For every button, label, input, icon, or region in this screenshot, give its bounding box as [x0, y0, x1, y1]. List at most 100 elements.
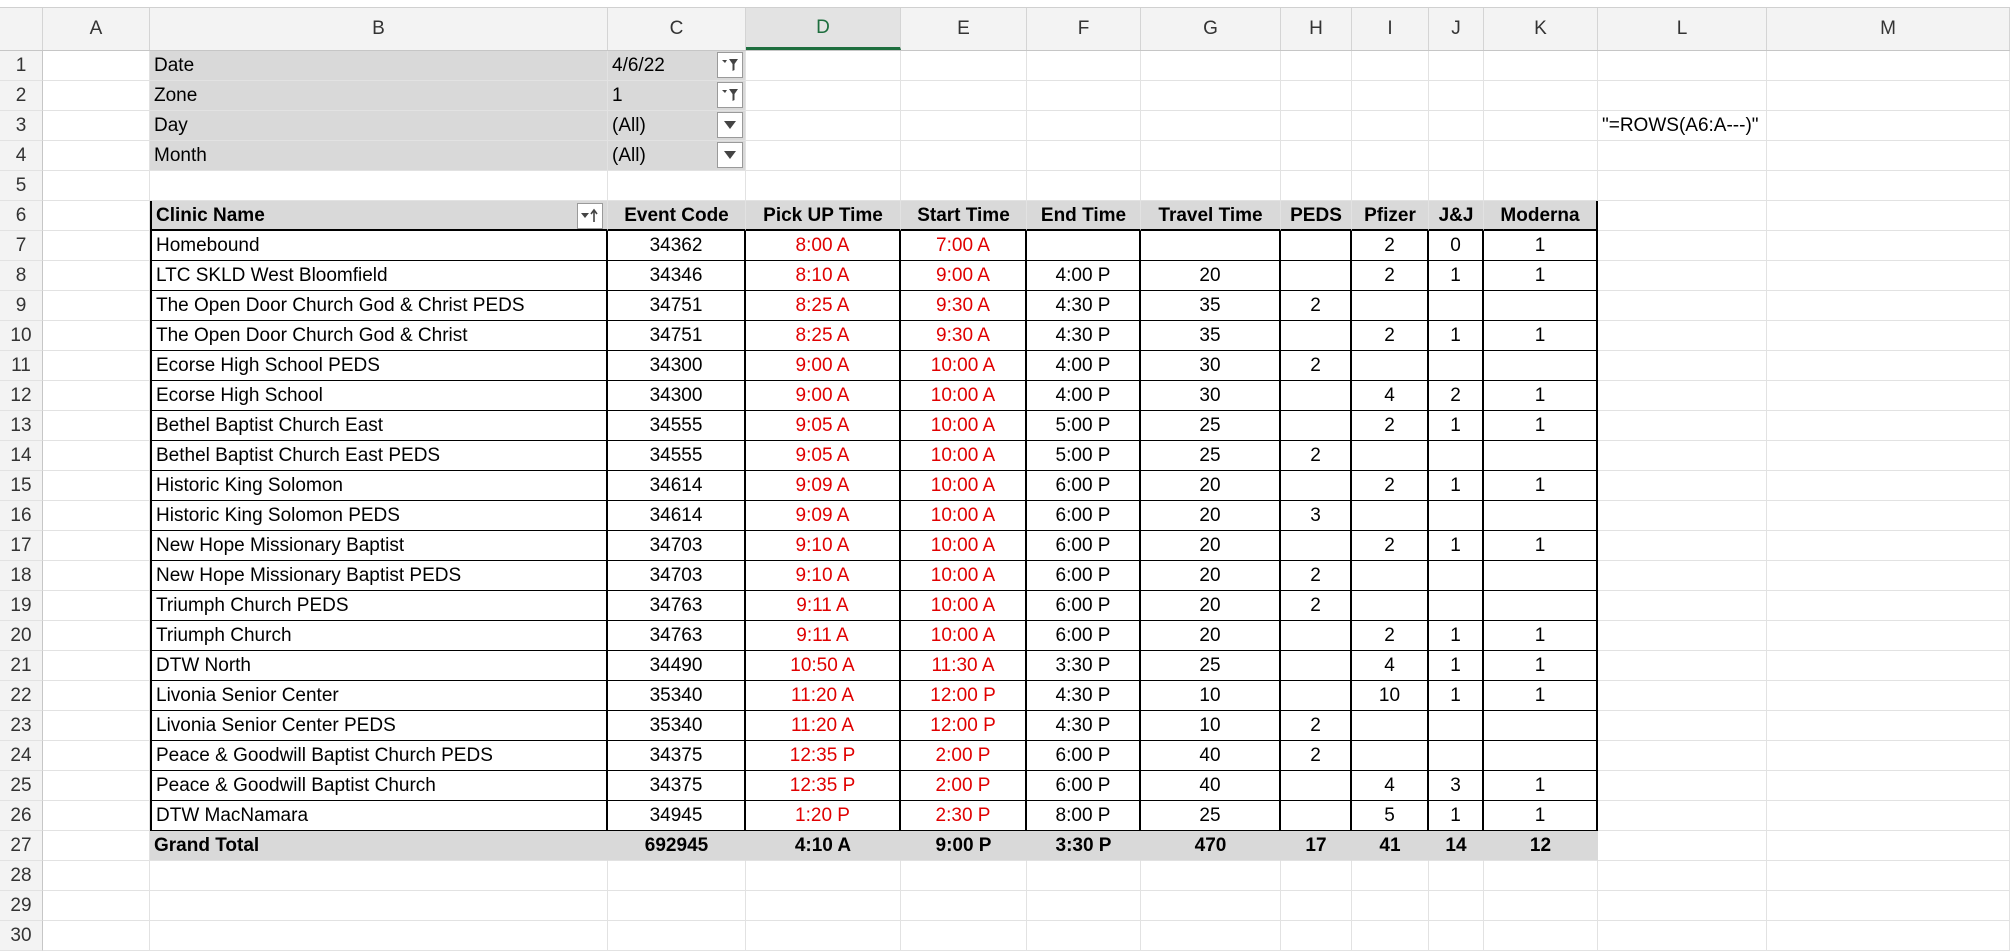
- cell-c27[interactable]: 692945: [608, 831, 746, 861]
- cell-b13[interactable]: Bethel Baptist Church East: [150, 411, 608, 441]
- cell-m16[interactable]: [1767, 501, 2010, 531]
- cell-d20[interactable]: 9:11 A: [746, 621, 901, 651]
- cell-f18[interactable]: 6:00 P: [1027, 561, 1141, 591]
- cell-b11[interactable]: Ecorse High School PEDS: [150, 351, 608, 381]
- cell-d11[interactable]: 9:00 A: [746, 351, 901, 381]
- column-header-c[interactable]: C: [608, 8, 746, 50]
- cell-h11[interactable]: 2: [1281, 351, 1352, 381]
- cell-d28[interactable]: [746, 861, 901, 891]
- cell-j21[interactable]: 1: [1429, 651, 1484, 681]
- cell-g5[interactable]: [1141, 171, 1281, 201]
- cell-m30[interactable]: [1767, 921, 2010, 951]
- cell-j6[interactable]: J&J: [1429, 201, 1484, 231]
- cell-d14[interactable]: 9:05 A: [746, 441, 901, 471]
- cell-j1[interactable]: [1429, 51, 1484, 81]
- cell-c12[interactable]: 34300: [608, 381, 746, 411]
- cell-l14[interactable]: [1598, 441, 1767, 471]
- cell-e8[interactable]: 9:00 A: [901, 261, 1027, 291]
- cell-b9[interactable]: The Open Door Church God & Christ PEDS: [150, 291, 608, 321]
- cell-c28[interactable]: [608, 861, 746, 891]
- cell-g3[interactable]: [1141, 111, 1281, 141]
- cell-a30[interactable]: [43, 921, 150, 951]
- cell-h26[interactable]: [1281, 801, 1352, 831]
- cell-c25[interactable]: 34375: [608, 771, 746, 801]
- cell-i2[interactable]: [1352, 81, 1429, 111]
- cell-e13[interactable]: 10:00 A: [901, 411, 1027, 441]
- cell-i9[interactable]: [1352, 291, 1429, 321]
- cell-i30[interactable]: [1352, 921, 1429, 951]
- cell-h7[interactable]: [1281, 231, 1352, 261]
- cell-i21[interactable]: 4: [1352, 651, 1429, 681]
- cell-c16[interactable]: 34614: [608, 501, 746, 531]
- cell-g13[interactable]: 25: [1141, 411, 1281, 441]
- cell-k20[interactable]: 1: [1484, 621, 1598, 651]
- cell-m11[interactable]: [1767, 351, 2010, 381]
- cell-m7[interactable]: [1767, 231, 2010, 261]
- cell-h30[interactable]: [1281, 921, 1352, 951]
- cell-g14[interactable]: 25: [1141, 441, 1281, 471]
- cell-l13[interactable]: [1598, 411, 1767, 441]
- cell-e2[interactable]: [901, 81, 1027, 111]
- filter-active-icon[interactable]: [717, 82, 743, 108]
- cell-e25[interactable]: 2:00 P: [901, 771, 1027, 801]
- cell-f10[interactable]: 4:30 P: [1027, 321, 1141, 351]
- cell-b22[interactable]: Livonia Senior Center: [150, 681, 608, 711]
- cell-d18[interactable]: 9:10 A: [746, 561, 901, 591]
- cell-m21[interactable]: [1767, 651, 2010, 681]
- cell-b28[interactable]: [150, 861, 608, 891]
- cell-i10[interactable]: 2: [1352, 321, 1429, 351]
- cell-i28[interactable]: [1352, 861, 1429, 891]
- cell-k12[interactable]: 1: [1484, 381, 1598, 411]
- cell-c5[interactable]: [608, 171, 746, 201]
- cell-b3[interactable]: Day: [150, 111, 608, 141]
- column-header-g[interactable]: G: [1141, 8, 1281, 50]
- cell-d27[interactable]: 4:10 A: [746, 831, 901, 861]
- cell-i22[interactable]: 10: [1352, 681, 1429, 711]
- cell-b20[interactable]: Triumph Church: [150, 621, 608, 651]
- cell-m23[interactable]: [1767, 711, 2010, 741]
- cell-g4[interactable]: [1141, 141, 1281, 171]
- cell-c13[interactable]: 34555: [608, 411, 746, 441]
- cell-e19[interactable]: 10:00 A: [901, 591, 1027, 621]
- cell-e21[interactable]: 11:30 A: [901, 651, 1027, 681]
- cell-h4[interactable]: [1281, 141, 1352, 171]
- row-header-19[interactable]: 19: [0, 591, 43, 621]
- cell-i12[interactable]: 4: [1352, 381, 1429, 411]
- cell-l16[interactable]: [1598, 501, 1767, 531]
- cell-l23[interactable]: [1598, 711, 1767, 741]
- cell-m10[interactable]: [1767, 321, 2010, 351]
- cell-c1[interactable]: 4/6/22: [608, 51, 746, 81]
- cell-h28[interactable]: [1281, 861, 1352, 891]
- cell-i17[interactable]: 2: [1352, 531, 1429, 561]
- cell-l24[interactable]: [1598, 741, 1767, 771]
- cell-c18[interactable]: 34703: [608, 561, 746, 591]
- cell-d17[interactable]: 9:10 A: [746, 531, 901, 561]
- cell-k6[interactable]: Moderna: [1484, 201, 1598, 231]
- cell-g26[interactable]: 25: [1141, 801, 1281, 831]
- cell-k5[interactable]: [1484, 171, 1598, 201]
- cell-k22[interactable]: 1: [1484, 681, 1598, 711]
- cell-g15[interactable]: 20: [1141, 471, 1281, 501]
- cell-i8[interactable]: 2: [1352, 261, 1429, 291]
- cell-h25[interactable]: [1281, 771, 1352, 801]
- cell-h21[interactable]: [1281, 651, 1352, 681]
- cell-k27[interactable]: 12: [1484, 831, 1598, 861]
- cell-l15[interactable]: [1598, 471, 1767, 501]
- cell-i3[interactable]: [1352, 111, 1429, 141]
- cell-k17[interactable]: 1: [1484, 531, 1598, 561]
- cell-k4[interactable]: [1484, 141, 1598, 171]
- cell-k28[interactable]: [1484, 861, 1598, 891]
- cell-l28[interactable]: [1598, 861, 1767, 891]
- cell-a27[interactable]: [43, 831, 150, 861]
- cell-c22[interactable]: 35340: [608, 681, 746, 711]
- cell-d23[interactable]: 11:20 A: [746, 711, 901, 741]
- cell-g30[interactable]: [1141, 921, 1281, 951]
- cell-j11[interactable]: [1429, 351, 1484, 381]
- cell-i16[interactable]: [1352, 501, 1429, 531]
- cell-m12[interactable]: [1767, 381, 2010, 411]
- cell-i23[interactable]: [1352, 711, 1429, 741]
- cell-l18[interactable]: [1598, 561, 1767, 591]
- cell-d29[interactable]: [746, 891, 901, 921]
- cell-j24[interactable]: [1429, 741, 1484, 771]
- cell-e29[interactable]: [901, 891, 1027, 921]
